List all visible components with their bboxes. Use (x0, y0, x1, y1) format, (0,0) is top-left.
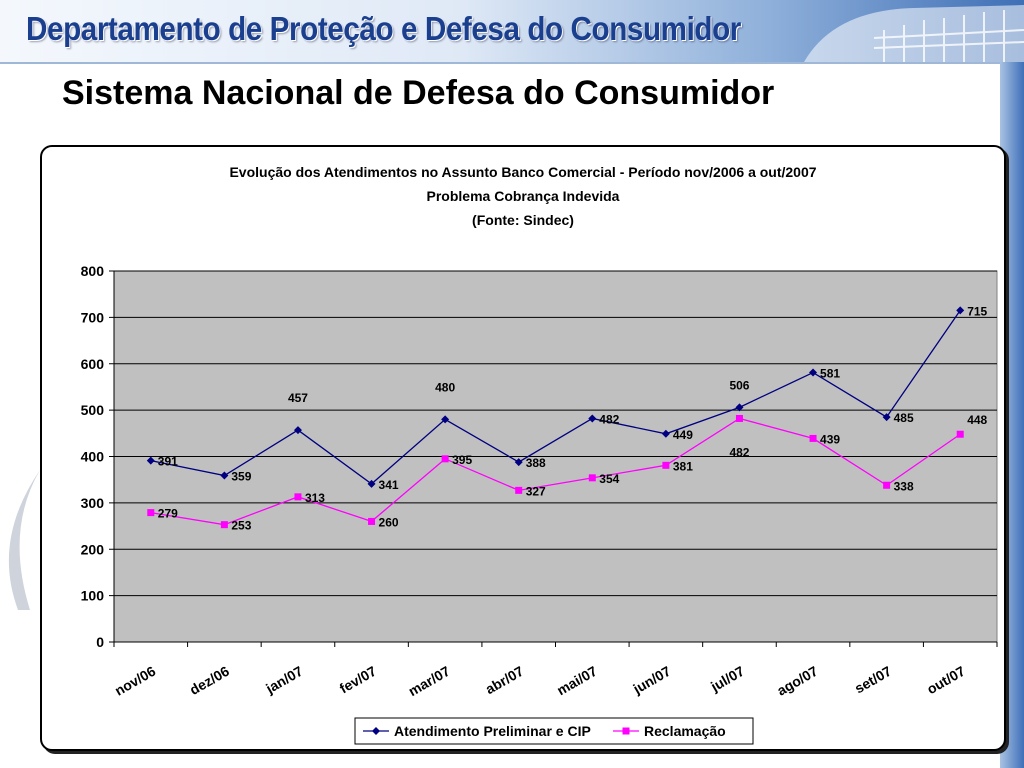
x-tick-label: fev/07 (337, 663, 380, 697)
chart-container: Evolução dos Atendimentos no Assunto Ban… (40, 145, 1006, 751)
y-tick-label: 700 (81, 309, 105, 325)
building-logo-icon (804, 5, 1024, 62)
header-banner: Departamento de Proteção e Defesa do Con… (0, 0, 1024, 64)
series-line-1 (150, 310, 961, 485)
data-point-square (956, 430, 964, 438)
x-tick-label: abr/07 (482, 663, 526, 698)
x-tick-label: jul/07 (707, 663, 747, 695)
banner-title: Departamento de Proteção e Defesa do Con… (26, 10, 741, 47)
data-label: 388 (526, 456, 546, 470)
data-label: 354 (599, 472, 619, 486)
page-title: Sistema Nacional de Defesa do Consumidor (62, 74, 775, 112)
data-point-diamond (441, 415, 450, 424)
y-tick-label: 500 (81, 402, 105, 418)
data-label: 482 (729, 445, 749, 459)
data-point-square (294, 493, 302, 501)
data-label: 395 (452, 453, 472, 467)
y-tick-label: 300 (81, 495, 105, 511)
data-label: 279 (158, 507, 178, 521)
data-point-square (515, 486, 523, 494)
data-label: 581 (820, 367, 840, 381)
y-tick-label: 800 (81, 263, 105, 279)
data-label: 260 (379, 515, 399, 529)
data-label: 485 (894, 411, 914, 425)
data-point-square (588, 474, 596, 482)
data-label: 439 (820, 432, 840, 446)
data-point-diamond (809, 368, 818, 377)
chart-subtitle: Problema Cobrança Indevida (426, 188, 620, 204)
data-label: 341 (379, 478, 399, 492)
data-label: 449 (673, 428, 693, 442)
data-point-square (662, 461, 670, 469)
chart-source: (Fonte: Sindec) (472, 212, 574, 228)
data-point-square (368, 517, 376, 525)
data-point-diamond (367, 479, 376, 488)
line-chart: 0 100 200 300 400 500 600 700 800 nov/06 dez/06 jan… (81, 263, 998, 745)
data-label: 313 (305, 491, 325, 505)
data-label: 327 (526, 484, 546, 498)
data-label: 715 (967, 304, 987, 318)
data-point-square (147, 509, 155, 517)
y-tick-label: 600 (81, 356, 105, 372)
data-point-diamond (220, 471, 229, 480)
data-label: 253 (231, 519, 251, 533)
data-point-diamond (514, 458, 523, 467)
x-tick-label: dez/06 (187, 663, 232, 698)
data-label: 480 (435, 380, 455, 394)
y-tick-label: 400 (81, 449, 105, 465)
data-point-diamond (588, 414, 597, 423)
data-label: 338 (894, 479, 914, 493)
data-label: 391 (158, 455, 178, 469)
legend-marker-square (622, 727, 630, 735)
x-tick-label: mar/07 (406, 663, 453, 700)
data-point-diamond (293, 426, 302, 435)
x-tick-label: jun/07 (629, 663, 673, 698)
series-line-2 (150, 417, 961, 526)
y-tick-label: 200 (81, 541, 105, 557)
data-point-square (735, 414, 743, 422)
data-point-square (883, 481, 891, 489)
data-point-diamond (882, 413, 891, 422)
legend-label-2: Reclamação (644, 723, 726, 739)
legend-box (354, 717, 754, 745)
data-point-square (809, 434, 817, 442)
y-tick-label: 0 (96, 634, 104, 650)
legend-label-1: Atendimento Preliminar e CIP (394, 723, 591, 739)
legend-marker-diamond (372, 727, 380, 735)
swoosh-decoration-icon (8, 470, 40, 610)
data-label: 381 (673, 459, 693, 473)
x-tick-label: out/07 (924, 663, 968, 698)
y-tick-label: 100 (81, 588, 105, 604)
data-point-diamond (661, 429, 670, 438)
data-label: 506 (729, 378, 749, 392)
data-point-square (220, 521, 228, 529)
x-tick-label: jan/07 (262, 663, 305, 697)
data-label: 448 (967, 413, 987, 427)
x-tick-label: ago/07 (774, 663, 821, 699)
chart-title: Evolução dos Atendimentos no Assunto Ban… (229, 164, 817, 180)
data-label: 457 (288, 391, 308, 405)
x-tick-label: mai/07 (554, 663, 600, 699)
data-label: 482 (599, 412, 619, 426)
data-point-square (441, 455, 449, 463)
x-tick-label: set/07 (852, 663, 895, 697)
data-point-diamond (735, 403, 744, 412)
x-tick-label: nov/06 (112, 663, 159, 699)
data-label: 359 (231, 470, 251, 484)
data-point-diamond (956, 306, 965, 315)
data-point-diamond (146, 456, 155, 465)
